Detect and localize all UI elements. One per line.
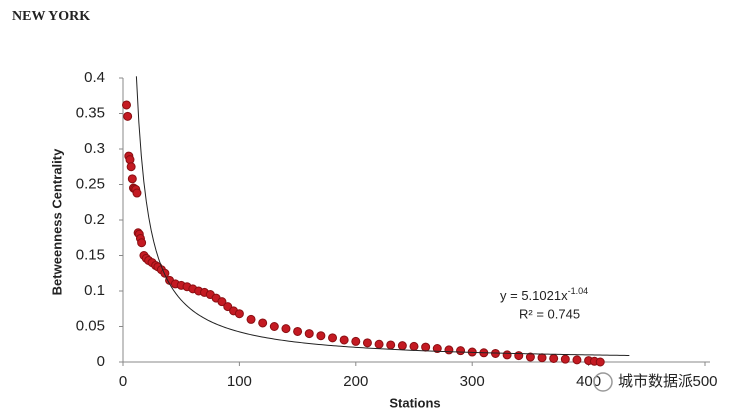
point [339,335,349,345]
y-tick-label: 0.35 [76,104,105,121]
trendline-equation: y = 5.1021x-1.04 [500,286,588,303]
point [374,339,384,349]
y-tick-label: 0.1 [84,282,105,299]
point [281,324,291,334]
y-tick-label: 0.15 [76,246,105,263]
point [502,350,512,360]
x-axis-title: Stations [389,395,440,410]
point [126,162,136,172]
watermark-icon [593,372,613,392]
x-tick-label: 300 [460,373,485,390]
point [304,329,314,339]
point [595,357,605,367]
point [328,333,338,343]
point [537,353,547,363]
point [444,345,454,355]
point [127,174,137,184]
r-squared: R² = 0.745 [519,306,580,321]
point [386,340,396,350]
y-tick-label: 0.25 [76,175,105,192]
point [246,314,256,324]
point [421,342,431,352]
y-tick-label: 0.2 [84,211,105,228]
y-tick-label: 0.05 [76,317,105,334]
point [160,268,170,278]
point [514,351,524,361]
x-tick-label: 200 [343,373,368,390]
point [234,309,244,319]
chart-title: NEW YORK [12,9,90,24]
y-tick-label: 0.4 [84,69,105,86]
point [397,341,407,351]
y-axis-title: Betweenness Centrality [49,148,64,295]
point [137,238,147,248]
point [293,326,303,336]
point [525,352,535,362]
y-tick-label: 0 [97,353,105,370]
x-tick-label: 0 [119,373,127,390]
x-tick-label: 500 [692,373,717,390]
equation-base: y = 5.1021x [500,288,568,303]
point [351,336,361,346]
watermark: 城市数据派 [618,373,693,390]
point [560,354,570,364]
point [549,353,559,363]
point [217,297,227,307]
point [132,188,142,198]
point [456,346,466,356]
point [362,338,372,348]
point [258,318,268,328]
point [432,344,442,354]
point [316,331,326,341]
equation-exponent: -1.04 [568,286,589,296]
point [409,341,419,351]
point [269,322,279,331]
point [123,111,133,121]
point [572,355,582,365]
x-tick-label: 100 [227,373,252,390]
trendline [135,76,630,356]
point [121,100,131,110]
y-tick-label: 0.3 [84,140,105,157]
